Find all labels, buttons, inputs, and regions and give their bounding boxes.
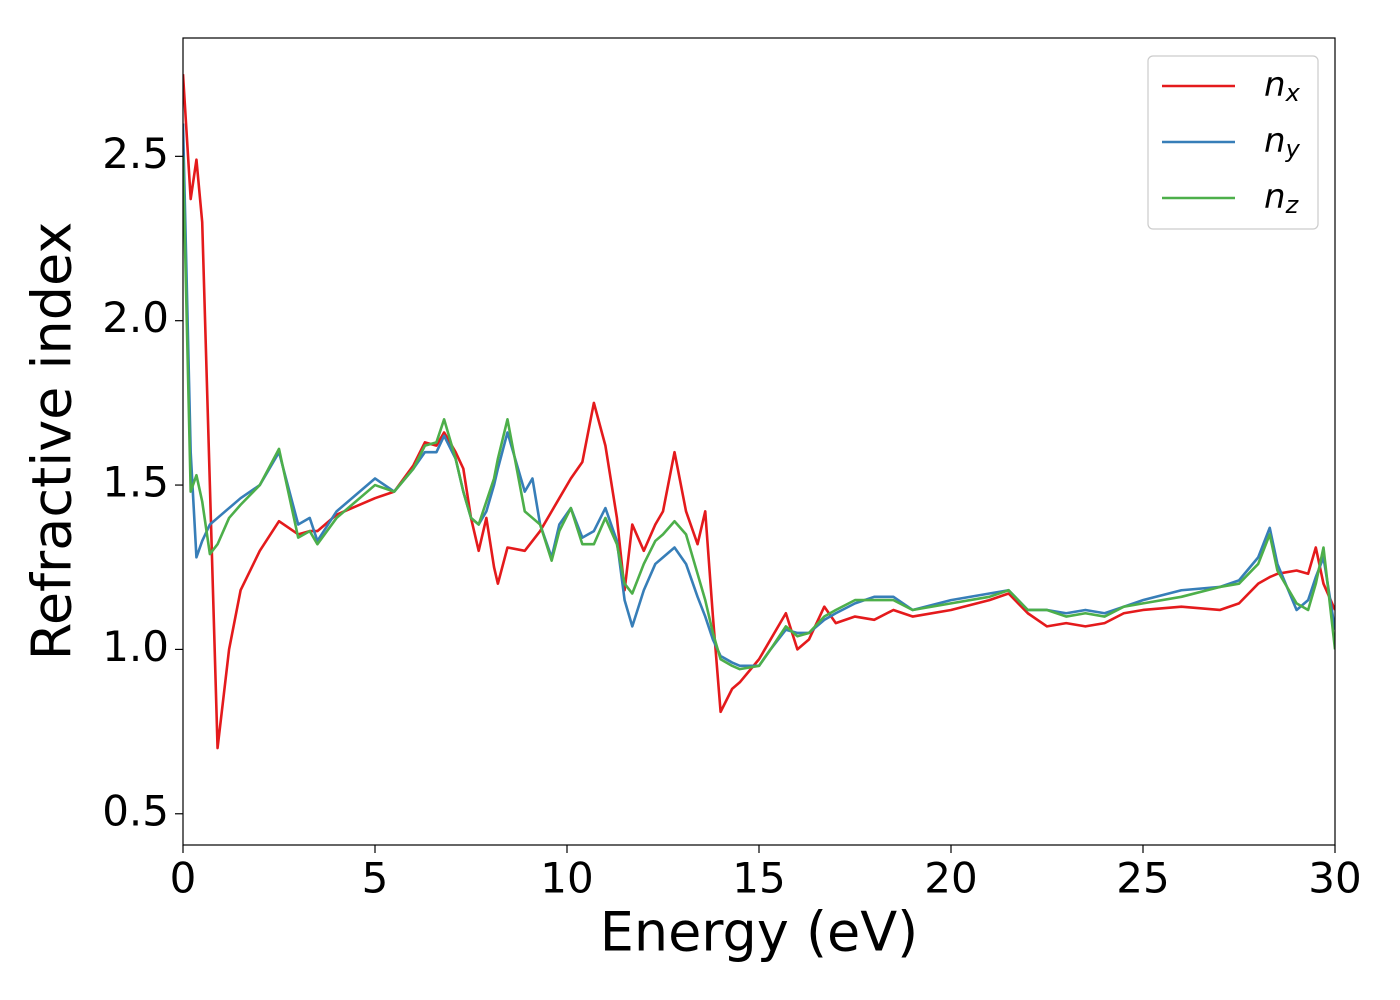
- legend-label: nx: [1264, 65, 1301, 108]
- x-tick-label: 5: [362, 854, 389, 903]
- x-tick-label: 15: [732, 854, 785, 903]
- x-tick-label: 0: [170, 854, 197, 903]
- plot-frame: [182, 37, 1336, 846]
- y-axis-label: Refractive index: [21, 222, 84, 661]
- x-tick-label: 10: [540, 854, 593, 903]
- x-tick-label: 20: [924, 854, 977, 903]
- x-tick-label: 25: [1116, 854, 1169, 903]
- y-tick-label: 2.5: [102, 129, 169, 178]
- data-line: [183, 156, 1335, 671]
- y-tick-label: 0.5: [102, 786, 169, 835]
- legend-label: nz: [1264, 177, 1300, 220]
- x-axis-label: Energy (eV): [600, 901, 919, 964]
- y-tick-label: 2.0: [102, 293, 169, 342]
- x-tick-label: 30: [1308, 854, 1361, 903]
- y-tick-label: 1.5: [102, 458, 169, 507]
- data-line: [183, 74, 1335, 750]
- legend-label: ny: [1264, 121, 1301, 164]
- data-line: [183, 123, 1335, 668]
- y-tick-label: 1.0: [102, 622, 169, 671]
